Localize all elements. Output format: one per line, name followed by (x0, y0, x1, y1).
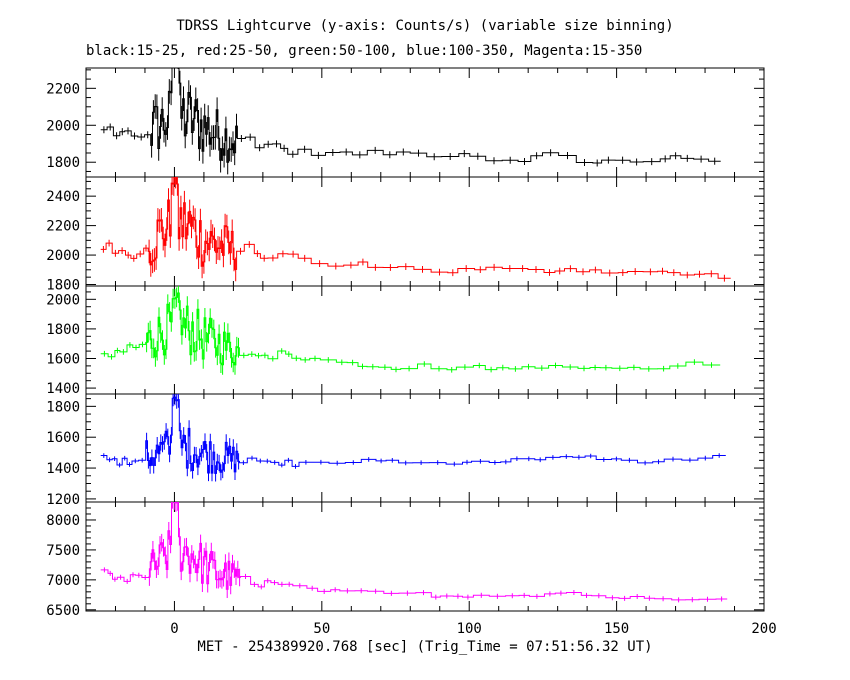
y-tick-label: 1400 (46, 381, 80, 397)
y-tick-label: 2000 (46, 118, 80, 134)
series-line-3 (100, 396, 726, 474)
y-tick-label: 7500 (46, 543, 80, 559)
y-tick-label: 1800 (46, 322, 80, 338)
y-tick-label: 6500 (46, 603, 80, 619)
y-tick-label: 8000 (46, 513, 80, 529)
series-errorbars-0 (103, 68, 716, 175)
y-tick-label: 1200 (46, 492, 80, 508)
series-errorbars-4 (103, 502, 723, 603)
y-tick-label: 2000 (46, 292, 80, 308)
y-tick-label: 1800 (46, 399, 80, 415)
x-tick-label: 150 (604, 621, 629, 637)
y-tick-label: 7000 (46, 573, 80, 589)
x-tick-label: 200 (751, 621, 776, 637)
series-errorbars-1 (102, 177, 725, 282)
x-tick-label: 0 (170, 621, 178, 637)
y-tick-label: 2400 (46, 189, 80, 205)
series-line-0 (100, 68, 721, 164)
y-tick-label: 1600 (46, 351, 80, 367)
panel-frame-4 (85, 501, 765, 612)
panel-frame-0 (85, 67, 765, 178)
x-axis-label: MET - 254389920.768 [sec] (Trig_Time = 0… (197, 639, 653, 655)
series-group-3 (100, 394, 726, 482)
series-group-4 (100, 502, 728, 603)
y-tick-label: 2000 (46, 248, 80, 264)
y-tick-label: 2200 (46, 219, 80, 235)
y-tick-label: 1400 (46, 461, 80, 477)
series-line-2 (100, 292, 721, 371)
y-tick-label: 1800 (46, 155, 80, 171)
series-line-1 (100, 177, 731, 279)
series-line-4 (100, 502, 728, 601)
chart-subtitle: black:15-25, red:25-50, green:50-100, bl… (86, 43, 643, 59)
y-tick-label: 1600 (46, 430, 80, 446)
x-tick-label: 100 (457, 621, 482, 637)
series-errorbars-2 (103, 286, 712, 375)
series-group-2 (100, 286, 721, 375)
series-group-1 (100, 177, 731, 282)
y-tick-label: 1800 (46, 278, 80, 294)
x-tick-label: 50 (313, 621, 330, 637)
series-errorbars-3 (103, 394, 720, 482)
chart-title: TDRSS Lightcurve (y-axis: Counts/s) (var… (176, 18, 674, 34)
y-tick-label: 2200 (46, 81, 80, 97)
series-group-0 (100, 68, 721, 175)
